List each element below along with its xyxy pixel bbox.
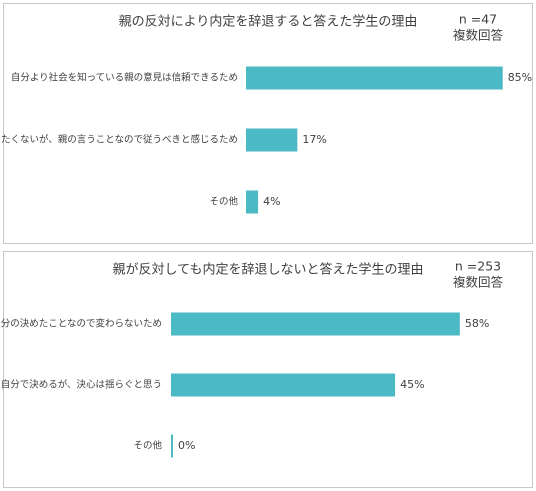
category-label: 自分の決めたことなので変わらないため [0,318,162,330]
value-label: 0% [178,439,195,452]
bar [171,373,396,397]
value-label: 45% [400,378,424,391]
bar [171,434,173,458]
answer-note: 複数回答 [453,28,504,43]
value-label: 4% [263,195,280,208]
panel [3,3,533,244]
bar [246,66,503,90]
bar [171,312,460,336]
value-label: 85% [508,71,532,84]
category-label: 辞退したくないが、親の言うことなので従うべきと感じるため [0,134,238,146]
value-label: 17% [302,133,326,146]
value-label: 58% [465,317,489,330]
sample-size: n =253 [455,259,501,274]
chart-title: 親の反対により内定を辞退すると答えた学生の理由 [119,14,418,30]
category-label: その他 [209,196,238,208]
answer-note: 複数回答 [453,275,504,290]
bar [246,128,298,152]
category-label: 自分で決めるが、決心は揺らぐと思う [1,379,162,391]
category-label: その他 [133,440,162,452]
bar [246,190,259,214]
chart-title: 親が反対しても内定を辞退しないと答えた学生の理由 [113,262,424,278]
panel [3,251,533,488]
sample-size: n =47 [459,12,497,27]
category-label: 自分より社会を知っている親の意見は信頼できるため [11,72,238,84]
